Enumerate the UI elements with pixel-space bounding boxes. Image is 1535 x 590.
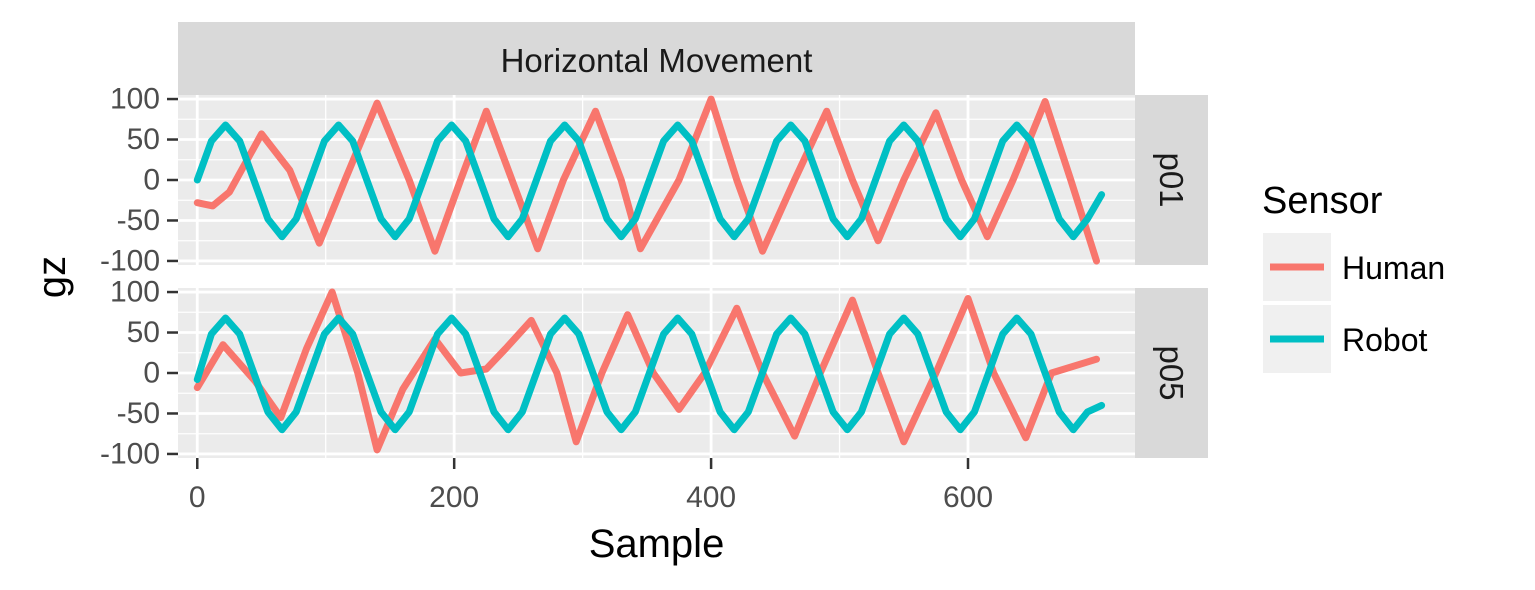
x-axis: 0 200 400 600	[189, 458, 993, 514]
y-tick-label: -50	[117, 397, 160, 430]
x-tick-label: 400	[686, 481, 736, 514]
y-tick-label: 100	[110, 83, 160, 116]
legend: Sensor Human Robot	[1262, 180, 1445, 373]
facet-strip-top	[178, 22, 1135, 95]
panel-p01-strip-label: p01	[1153, 152, 1190, 207]
panel-p05-lines	[193, 288, 1106, 454]
panel-p01-lines	[193, 95, 1106, 265]
facet-title: Horizontal Movement	[501, 42, 813, 79]
panel-p01-strip	[1135, 95, 1208, 265]
x-tick-label: 0	[189, 481, 206, 514]
y-tick-label: 0	[143, 164, 160, 197]
x-tick-label: 600	[943, 481, 993, 514]
y-axis-title: gz	[30, 256, 74, 298]
series-line-human	[193, 288, 1100, 454]
legend-title: Sensor	[1262, 180, 1383, 222]
legend-label-robot: Robot	[1342, 322, 1428, 358]
y-tick-label: 0	[143, 357, 160, 390]
y-tick-label: -50	[117, 204, 160, 237]
x-tick-label: 200	[429, 481, 479, 514]
panel-p05-strip	[1135, 288, 1208, 458]
y-tick-label: 50	[127, 123, 160, 156]
panel-p05-strip-label: p05	[1153, 345, 1190, 400]
y-tick-label: -100	[100, 244, 160, 277]
series-line-robot	[193, 314, 1106, 434]
y-tick-label: -100	[100, 437, 160, 470]
panel-p05-y-axis: -100 -50 0 50 100	[100, 276, 178, 470]
y-tick-label: 50	[127, 316, 160, 349]
y-tick-label: 100	[110, 276, 160, 309]
series-line-human	[193, 95, 1100, 265]
legend-label-human: Human	[1342, 250, 1445, 286]
series-line-robot	[193, 121, 1106, 241]
x-axis-title: Sample	[589, 522, 725, 566]
panel-p01-y-axis: -100 -50 0 50 100	[100, 83, 178, 277]
